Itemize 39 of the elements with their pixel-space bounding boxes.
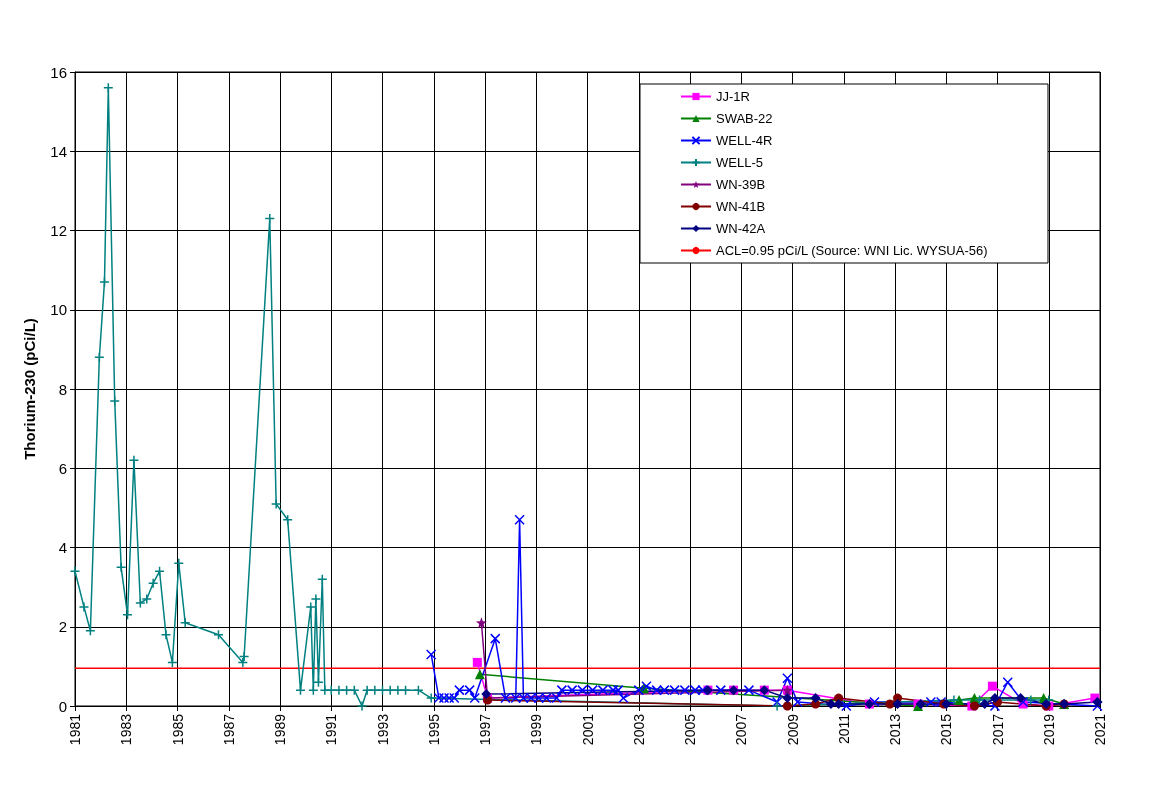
legend-label: WN-39B (715, 177, 766, 192)
y-tick-label: 4 (58, 539, 67, 556)
y-tick-label: 10 (50, 301, 67, 319)
x-tick-label: 1983 (118, 713, 135, 746)
x-tick-label: 2017 (989, 713, 1006, 746)
y-tick-label: 16 (50, 63, 67, 81)
x-tick-label: 1999 (528, 713, 545, 746)
legend-label: JJ-1R (715, 89, 750, 104)
y-tick-label: 0 (58, 697, 67, 715)
legend-label: WN-41B (715, 199, 766, 214)
x-tick-label: 1993 (374, 713, 391, 746)
legend-label: WN-42A (715, 221, 766, 236)
x-tick-label: 2011 (835, 713, 852, 745)
x-tick-label: 2003 (630, 713, 647, 746)
legend-label: WELL-4R (715, 133, 773, 148)
x-tick-label: 2019 (1040, 713, 1057, 746)
x-tick-label: 1991 (323, 713, 340, 746)
y-tick-label: 6 (58, 459, 67, 477)
y-tick-label: 2 (58, 618, 67, 636)
y-axis-title: Thorium-230 (pCi/L) (21, 318, 38, 460)
x-tick-label: 2013 (887, 713, 903, 746)
x-tick-label: 1985 (169, 713, 186, 746)
x-tick-label: 2009 (784, 713, 801, 746)
y-tick-label: 12 (50, 222, 67, 239)
x-tick-label: 1987 (220, 713, 237, 746)
legend-label: SWAB-22 (715, 111, 773, 126)
x-tick-label: 2001 (579, 713, 596, 746)
legend-label: WELL-5 (715, 155, 763, 170)
x-tick-label: 2005 (682, 713, 698, 746)
y-tick-label: 14 (50, 142, 67, 160)
x-tick-label: 1989 (272, 713, 288, 746)
x-tick-label: 2007 (733, 713, 750, 746)
x-tick-label: 1995 (425, 713, 442, 746)
x-tick-label: 2021 (1092, 713, 1108, 746)
x-tick-label: 1997 (477, 713, 493, 746)
x-tick-label: 2015 (938, 713, 955, 746)
x-tick-label: 1981 (67, 713, 83, 746)
legend-label: ACL=0.95 pCi/L (Source: WNI Lic. WYSUA-56) (715, 243, 988, 258)
y-tick-label: 8 (58, 380, 67, 398)
